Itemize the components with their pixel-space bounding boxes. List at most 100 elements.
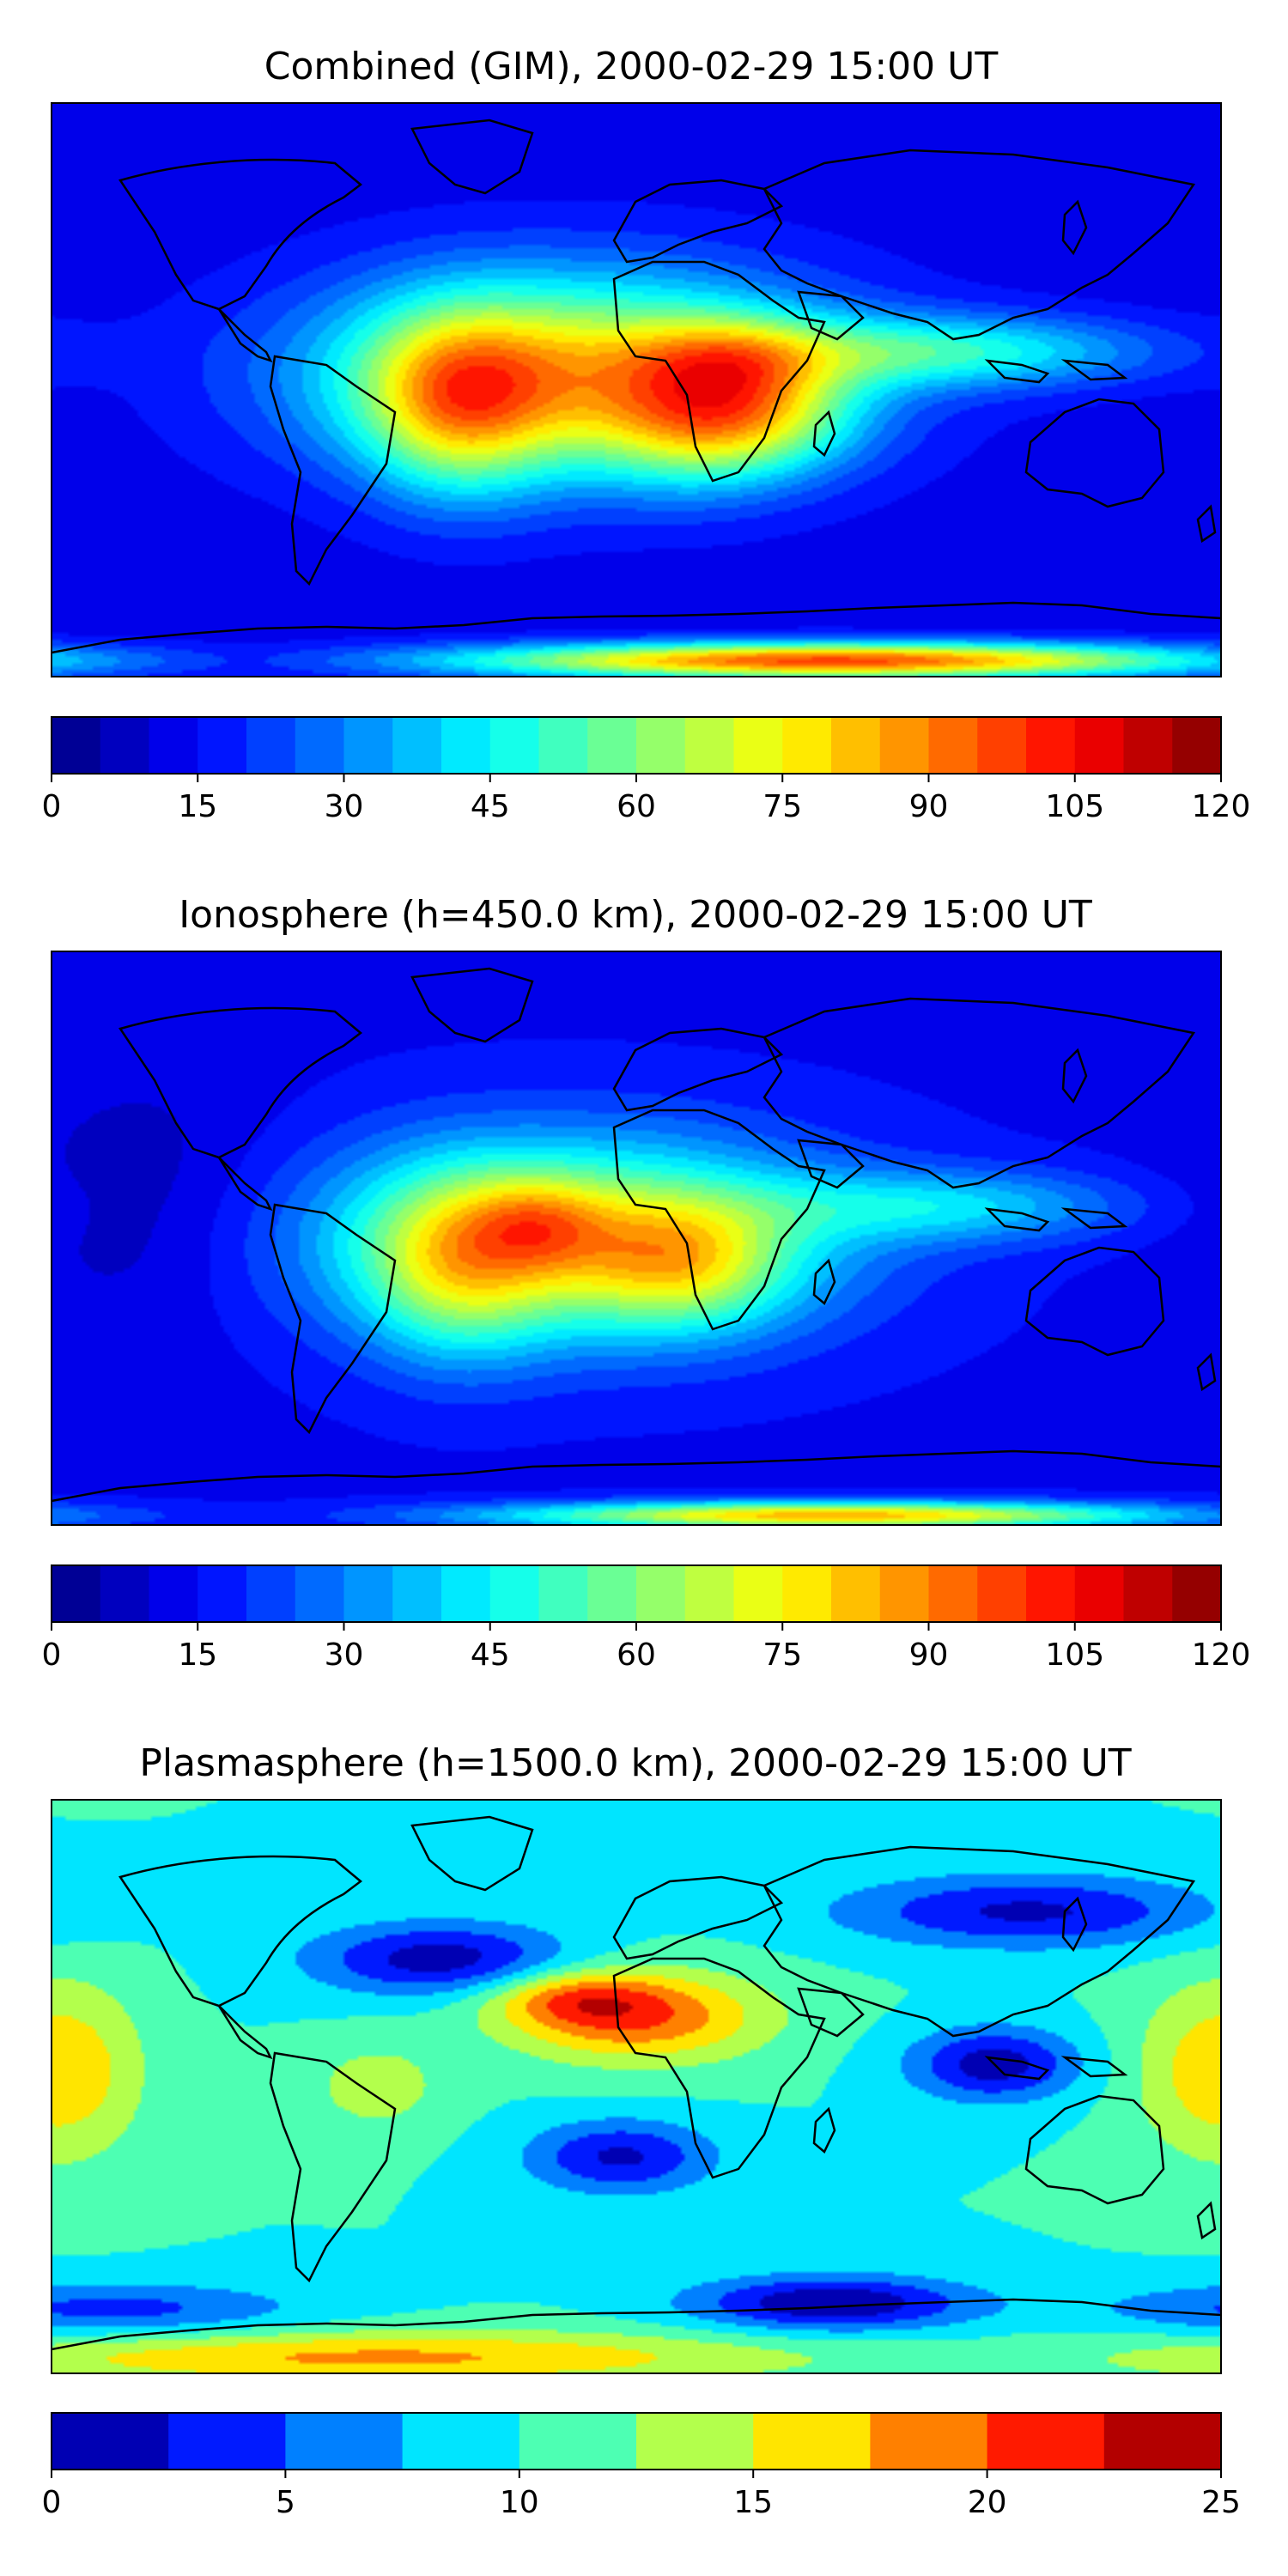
colorbar-band: [489, 1565, 540, 1622]
colorbar-band: [538, 1565, 588, 1622]
colorbar-tick-label: 60: [617, 1637, 656, 1673]
colorbar-band: [587, 1565, 637, 1622]
colorbar-band: [1123, 1565, 1173, 1622]
panel-combined-gim: Combined (GIM), 2000-02-29 15:00 UT 0 15 3…: [42, 45, 1251, 824]
colorbar-tick-label: 90: [909, 1637, 949, 1673]
colorbar: 0 15 30 45 60 75 90 105 120: [42, 716, 1251, 824]
colorbar-band: [977, 717, 1027, 774]
panel-title: Ionosphere (h=450.0 km), 2000-02-29 15:0…: [179, 893, 1092, 937]
field-raster: [52, 1800, 1221, 2373]
colorbar-tick-label: 5: [276, 2485, 295, 2520]
colorbar-band: [246, 717, 296, 774]
colorbar-band: [538, 717, 588, 774]
colorbar-band: [489, 717, 540, 774]
colorbar-band: [1103, 2413, 1222, 2470]
colorbar-tick-label: 0: [42, 1637, 62, 1673]
colorbar-band: [753, 2413, 871, 2470]
colorbar-band: [295, 717, 345, 774]
panel-plasmasphere: Plasmasphere (h=1500.0 km), 2000-02-29 1…: [42, 1741, 1241, 2520]
colorbar-tick-label: 10: [500, 2485, 539, 2520]
colorbar-tick-label: 15: [178, 789, 217, 824]
colorbar-band: [733, 1565, 783, 1622]
colorbar-tick-label: 45: [471, 1637, 510, 1673]
map-field: [52, 103, 1221, 677]
colorbar-band: [733, 717, 783, 774]
map-frame: [51, 102, 1222, 677]
colorbar-tick-label: 0: [42, 2485, 62, 2520]
colorbar-tick-label: 15: [178, 1637, 217, 1673]
colorbar-tick-label: 30: [325, 789, 364, 824]
colorbar-band: [870, 2413, 988, 2470]
colorbar-tick-label: 30: [325, 1637, 364, 1673]
colorbar: 0 5 10 15 20 25: [42, 2412, 1241, 2520]
colorbar-band: [197, 717, 247, 774]
colorbar-band: [168, 2413, 286, 2470]
colorbar-band: [343, 717, 393, 774]
colorbar-band: [285, 2413, 404, 2470]
colorbar-band: [1074, 1565, 1125, 1622]
panel-ionosphere: Ionosphere (h=450.0 km), 2000-02-29 15:0…: [42, 893, 1251, 1673]
colorbar-band: [1026, 1565, 1076, 1622]
colorbar-band: [636, 717, 686, 774]
colorbar-band: [52, 717, 101, 774]
colorbar-tick-label: 105: [1045, 1637, 1104, 1673]
colorbar-tick-label: 75: [762, 1637, 802, 1673]
colorbar-band: [441, 717, 491, 774]
colorbar-band: [295, 1565, 345, 1622]
colorbar-tick-label: 105: [1045, 789, 1104, 824]
colorbar-band: [782, 1565, 832, 1622]
colorbar-band: [928, 717, 978, 774]
colorbar-band: [831, 717, 881, 774]
colorbar-band: [928, 1565, 978, 1622]
colorbar-band: [392, 717, 442, 774]
field-raster: [52, 951, 1221, 1525]
panel-title: Plasmasphere (h=1500.0 km), 2000-02-29 1…: [139, 1741, 1131, 1785]
colorbar-band: [684, 717, 735, 774]
colorbar-tick-label: 120: [1192, 789, 1251, 824]
colorbar-band: [1172, 717, 1222, 774]
colorbar-band: [402, 2413, 520, 2470]
colorbar-tick-label: 75: [762, 789, 802, 824]
colorbar-band: [246, 1565, 296, 1622]
colorbar-tick-label: 60: [617, 789, 656, 824]
colorbar-band: [392, 1565, 442, 1622]
colorbar-frame: [51, 2412, 1222, 2470]
colorbar-band: [1074, 717, 1125, 774]
colorbar-tick-label: 45: [471, 789, 510, 824]
colorbar-band: [782, 717, 832, 774]
colorbar-band: [149, 1565, 198, 1622]
colorbar-band: [987, 2413, 1105, 2470]
colorbar-band: [636, 2413, 754, 2470]
colorbar-band: [100, 717, 150, 774]
colorbar-band: [343, 1565, 393, 1622]
colorbar-band: [149, 717, 198, 774]
colorbar-band: [197, 1565, 247, 1622]
colorbar-band: [977, 1565, 1027, 1622]
colorbar-tick-label: 15: [733, 2485, 773, 2520]
colorbar-tick-label: 90: [909, 789, 949, 824]
colorbar-tick-label: 0: [42, 789, 62, 824]
map-field: [52, 1800, 1221, 2373]
field-raster: [52, 103, 1221, 677]
colorbar-band: [1026, 717, 1076, 774]
colorbar-band: [52, 2413, 169, 2470]
colorbar-band: [879, 717, 930, 774]
map-frame: [51, 951, 1222, 1526]
panel-title: Combined (GIM), 2000-02-29 15:00 UT: [264, 45, 999, 88]
colorbar-tick-label: 20: [968, 2485, 1007, 2520]
colorbar-tick-label: 25: [1201, 2485, 1241, 2520]
colorbar-band: [100, 1565, 150, 1622]
map-frame: [51, 1799, 1222, 2374]
colorbar: 0 15 30 45 60 75 90 105 120: [42, 1564, 1251, 1673]
colorbar-band: [684, 1565, 735, 1622]
colorbar-band: [636, 1565, 686, 1622]
colorbar-tick-label: 120: [1192, 1637, 1251, 1673]
colorbar-band: [441, 1565, 491, 1622]
colorbar-band: [52, 1565, 101, 1622]
colorbar-band: [519, 2413, 637, 2470]
colorbar-band: [879, 1565, 930, 1622]
colorbar-band: [831, 1565, 881, 1622]
colorbar-band: [1172, 1565, 1222, 1622]
colorbar-band: [1123, 717, 1173, 774]
